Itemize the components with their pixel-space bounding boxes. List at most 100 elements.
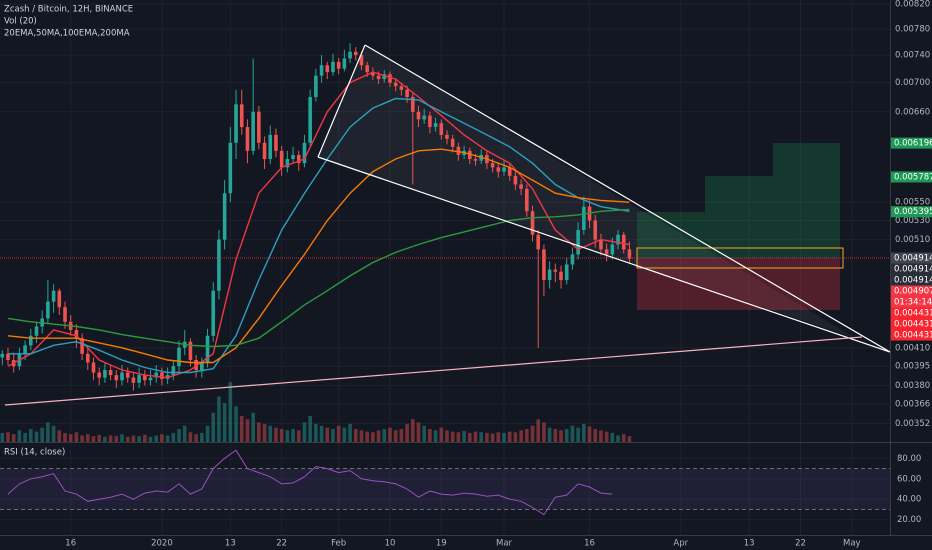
candle-body [245, 127, 250, 151]
x-tick-label: 13 [744, 539, 755, 549]
volume-bar [336, 425, 341, 442]
candle-body [405, 89, 409, 97]
volume-bar [428, 429, 432, 442]
volume-bar [348, 423, 352, 442]
volume-bar [285, 430, 290, 442]
volume-bar [160, 434, 164, 442]
volume-bar [222, 403, 227, 442]
candle-body [627, 249, 632, 259]
candle-body [234, 104, 238, 143]
y-tick-label: 0.00550 [895, 198, 930, 208]
price-label-box [891, 285, 932, 297]
volume-bar [599, 430, 603, 442]
volume-bar [274, 427, 278, 442]
y-tick-label: 0.00395 [895, 362, 930, 372]
candle-body [74, 329, 79, 339]
candle-body [51, 290, 56, 302]
candle-body [336, 61, 341, 69]
candle-body [308, 96, 312, 143]
candle-body [616, 234, 620, 245]
volume-bar [576, 427, 580, 442]
candle-body [416, 111, 421, 120]
volume-bar [245, 419, 250, 442]
candle-body [23, 345, 27, 354]
candle-body [97, 372, 102, 378]
volume-bar [63, 432, 67, 442]
y-tick-label: 0.00780 [895, 24, 930, 34]
price-label: 0.004431 [894, 330, 932, 340]
volume-bar [627, 436, 632, 442]
candle-body [177, 347, 181, 367]
target-zone [637, 212, 705, 258]
volume-bar [405, 423, 409, 442]
candle-body [353, 51, 358, 56]
y-tick-label: 0.00510 [895, 235, 930, 245]
candle-body [296, 154, 301, 164]
candle-body [564, 264, 569, 281]
candle-body [359, 55, 364, 66]
volume-bar [456, 432, 461, 442]
candle-body [530, 211, 535, 235]
volume-bar [325, 427, 330, 442]
candle-body [257, 111, 261, 143]
volume-bar [239, 416, 244, 442]
x-tick-label: May [843, 539, 861, 549]
x-tick-label: 10 [385, 539, 396, 549]
wedge-fill [318, 45, 855, 338]
volume-bar [496, 432, 501, 442]
candle-body [279, 150, 284, 168]
volume-bar [194, 434, 198, 442]
volume-bar [251, 412, 255, 442]
candle-body [80, 338, 84, 354]
candle-body [393, 82, 398, 87]
volume-bar [91, 436, 96, 442]
volume-bar [570, 425, 575, 442]
candle-body [325, 65, 330, 73]
volume-bar [68, 434, 73, 442]
volume-bar [331, 429, 335, 442]
volume-bar [353, 429, 358, 442]
volume-bar [148, 436, 153, 442]
y-tick-label: 0.00410 [895, 343, 930, 353]
volume-bar [416, 422, 421, 442]
price-label-box [891, 171, 932, 183]
candle-body [621, 234, 626, 250]
volume-bar [34, 431, 39, 442]
candle-body [148, 377, 153, 381]
volume-bar [154, 435, 159, 442]
price-label-box [891, 263, 932, 275]
rsi-tick-label: 80.00 [897, 454, 921, 464]
volume-bar [388, 427, 392, 442]
volume-bar [485, 432, 489, 442]
volume-bar [587, 426, 592, 442]
candle-body [319, 65, 324, 76]
candle-body [108, 370, 113, 376]
price-label-box [891, 296, 932, 308]
x-tick-label: Feb [331, 539, 346, 549]
support-line [4, 336, 863, 406]
moving-average-line [7, 148, 630, 364]
candle-body [217, 239, 221, 291]
volume-bar [439, 427, 444, 442]
price-label: 0.006196 [894, 139, 932, 149]
candle-body [205, 335, 210, 363]
volume-bar [542, 422, 546, 442]
candle-body [211, 290, 216, 336]
volume-bar [0, 432, 5, 442]
volume-bar [131, 435, 136, 442]
symbol-title: Zcash / Bitcoin, 12H, BINANCE [4, 5, 133, 15]
volume-bar [621, 434, 626, 442]
candle-body [525, 188, 529, 212]
rsi-tick-label: 60.00 [897, 474, 921, 484]
candle-body [274, 134, 278, 151]
moving-average-line [8, 97, 630, 374]
moving-average-line [7, 71, 630, 379]
volume-bar [564, 429, 569, 442]
candle-body [576, 229, 580, 255]
volume-bar [382, 429, 387, 442]
price-label-box [891, 274, 932, 286]
axes: 0.00820 0.00780 0.00740 0.00700 0.00660 0.005… [65, 0, 932, 549]
price-label-box [891, 137, 932, 149]
candle-body [228, 142, 233, 194]
